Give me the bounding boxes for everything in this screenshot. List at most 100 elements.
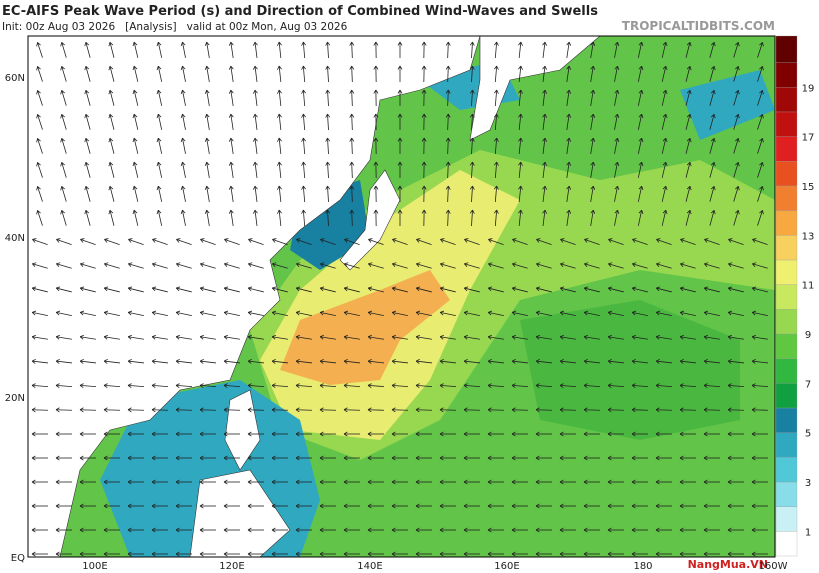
arrow-shaft <box>709 210 715 226</box>
arrow-head <box>151 359 156 364</box>
arrow-head <box>679 455 684 461</box>
arrow-shaft <box>302 65 306 83</box>
arrow-head <box>463 286 469 292</box>
direction-arrow <box>391 359 408 364</box>
arrow-head <box>319 527 324 533</box>
direction-arrow <box>608 262 624 269</box>
arrow-head <box>735 114 740 119</box>
arrow-head <box>751 383 756 389</box>
arrow-head <box>349 113 355 118</box>
arrow-head <box>703 334 708 340</box>
direction-arrow <box>156 185 163 202</box>
arrow-shaft <box>494 65 498 83</box>
direction-arrow <box>373 41 379 59</box>
arrow-head <box>751 455 756 461</box>
arrow-shaft <box>368 263 384 269</box>
arrow-head <box>439 383 444 389</box>
arrow-shaft <box>560 311 576 317</box>
direction-arrow <box>103 503 120 509</box>
arrow-shaft <box>464 239 480 245</box>
arrow-head <box>295 359 300 364</box>
direction-arrow <box>733 210 740 226</box>
direction-arrow <box>464 262 480 269</box>
arrow-shaft <box>127 409 145 411</box>
direction-arrow <box>343 431 360 437</box>
direction-arrow <box>295 479 312 485</box>
arrow-shaft <box>278 138 282 154</box>
direction-arrow <box>247 359 264 364</box>
arrow-head <box>487 359 492 364</box>
arrow-head <box>542 209 547 214</box>
arrow-head <box>175 503 180 509</box>
arrow-shaft <box>254 162 258 178</box>
arrow-head <box>542 137 547 142</box>
arrow-head <box>632 262 637 267</box>
direction-arrow <box>223 503 240 509</box>
lon-label: 100E <box>82 561 107 572</box>
direction-arrow <box>445 65 451 83</box>
arrow-head <box>566 65 572 70</box>
arrow-head <box>710 162 716 167</box>
arrow-shaft <box>152 360 168 364</box>
colorbar-segment <box>775 136 798 162</box>
direction-arrow <box>607 431 624 437</box>
direction-arrow <box>248 238 264 245</box>
colorbar-segment <box>775 531 798 557</box>
direction-arrow <box>583 455 600 461</box>
direction-arrow <box>439 551 456 557</box>
direction-arrow <box>584 262 600 269</box>
arrow-shaft <box>392 336 408 340</box>
arrow-head <box>535 551 540 557</box>
arrow-shaft <box>176 287 192 293</box>
arrow-shaft <box>61 114 67 130</box>
arrow-head <box>607 455 612 461</box>
arrow-head <box>325 89 331 94</box>
direction-arrow <box>104 262 120 269</box>
arrow-shaft <box>518 42 522 58</box>
direction-arrow <box>175 334 192 340</box>
direction-arrow <box>590 137 596 154</box>
direction-arrow <box>319 503 336 509</box>
direction-arrow <box>127 359 144 364</box>
arrow-shaft <box>206 42 210 58</box>
arrow-shaft <box>56 287 72 293</box>
land-japan <box>339 169 401 271</box>
arrow-shaft <box>247 409 265 411</box>
arrow-head <box>614 137 620 143</box>
arrow-head <box>127 310 133 316</box>
direction-arrow <box>296 238 312 245</box>
arrow-shaft <box>344 360 360 364</box>
direction-arrow <box>415 383 433 389</box>
arrow-head <box>103 383 108 389</box>
arrow-shaft <box>656 360 672 364</box>
arrow-shaft <box>157 210 163 226</box>
direction-arrow <box>632 262 648 269</box>
direction-arrow <box>487 359 504 364</box>
arrow-head <box>638 137 644 143</box>
direction-arrow <box>487 527 504 533</box>
arrow-head <box>228 113 234 118</box>
arrow-head <box>151 286 157 292</box>
arrow-head <box>655 455 660 461</box>
direction-arrow <box>542 41 547 58</box>
arrow-head <box>662 185 668 191</box>
arrow-head <box>494 209 499 214</box>
arrow-shaft <box>679 409 697 411</box>
arrow-head <box>583 455 588 461</box>
arrow-shaft <box>133 186 139 202</box>
direction-arrow <box>349 161 355 179</box>
direction-arrow <box>751 431 768 437</box>
arrow-shaft <box>157 42 163 58</box>
arrow-shaft <box>157 66 163 82</box>
direction-arrow <box>344 238 360 245</box>
arrow-head <box>590 89 596 94</box>
direction-arrow <box>343 455 360 461</box>
direction-arrow <box>757 66 764 82</box>
arrow-head <box>560 238 565 243</box>
direction-arrow <box>607 551 624 557</box>
arrow-head <box>156 137 162 143</box>
arrow-shaft <box>296 239 312 245</box>
arrow-head <box>727 479 732 485</box>
arrow-head <box>511 479 516 485</box>
direction-arrow <box>199 310 216 317</box>
